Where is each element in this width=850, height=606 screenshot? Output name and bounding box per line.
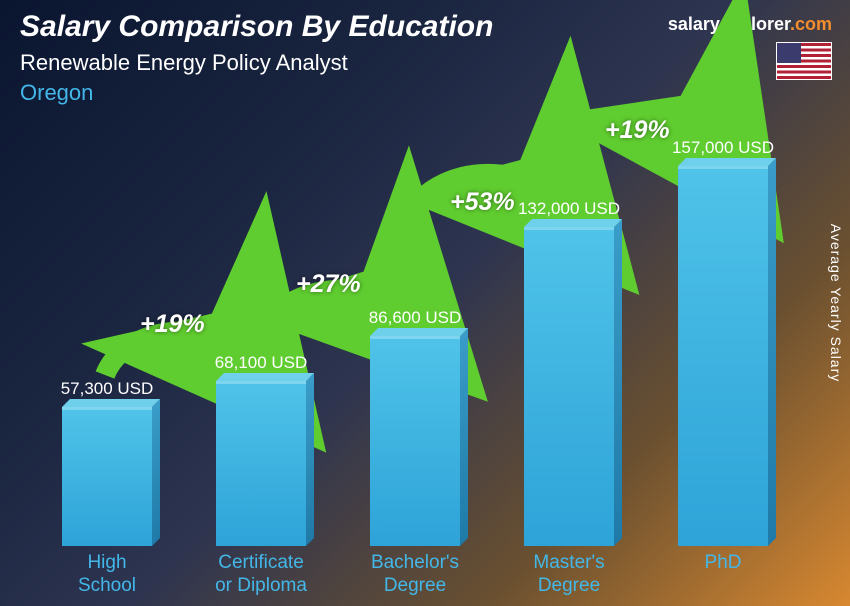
label-1: Certificateor Diploma (184, 552, 338, 598)
label-2: Bachelor'sDegree (338, 552, 492, 598)
bar-4 (678, 166, 768, 546)
bar-group-2: 86,600 USD (338, 308, 492, 546)
bar-value-3: 132,000 USD (518, 199, 620, 219)
bar-group-1: 68,100 USD (184, 353, 338, 546)
brand-logo: salaryexplorer.com (668, 14, 832, 35)
bar-value-1: 68,100 USD (215, 353, 308, 373)
usa-flag-icon (776, 42, 832, 80)
bar-2 (370, 336, 460, 546)
bar-group-3: 132,000 USD (492, 199, 646, 546)
x-labels: HighSchool Certificateor Diploma Bachelo… (30, 552, 800, 598)
y-axis-label: Average Yearly Salary (828, 224, 844, 383)
bar-3 (524, 227, 614, 546)
chart-area: +19% +27% +53% +19% 57,300 USD 68,100 US… (30, 110, 800, 546)
bar-group-0: 57,300 USD (30, 379, 184, 546)
bars-container: 57,300 USD 68,100 USD 86,600 USD 132,000… (30, 110, 800, 546)
location: Oregon (20, 80, 830, 106)
brand-name: salaryexplorer (668, 14, 790, 34)
bar-value-2: 86,600 USD (369, 308, 462, 328)
job-title: Renewable Energy Policy Analyst (20, 50, 830, 76)
label-0: HighSchool (30, 552, 184, 598)
bar-1 (216, 381, 306, 546)
label-3: Master'sDegree (492, 552, 646, 598)
bar-value-0: 57,300 USD (61, 379, 154, 399)
bar-value-4: 157,000 USD (672, 138, 774, 158)
label-4: PhD (646, 552, 800, 598)
bar-0 (62, 407, 152, 546)
bar-group-4: 157,000 USD (646, 138, 800, 546)
brand-tld: .com (790, 14, 832, 34)
